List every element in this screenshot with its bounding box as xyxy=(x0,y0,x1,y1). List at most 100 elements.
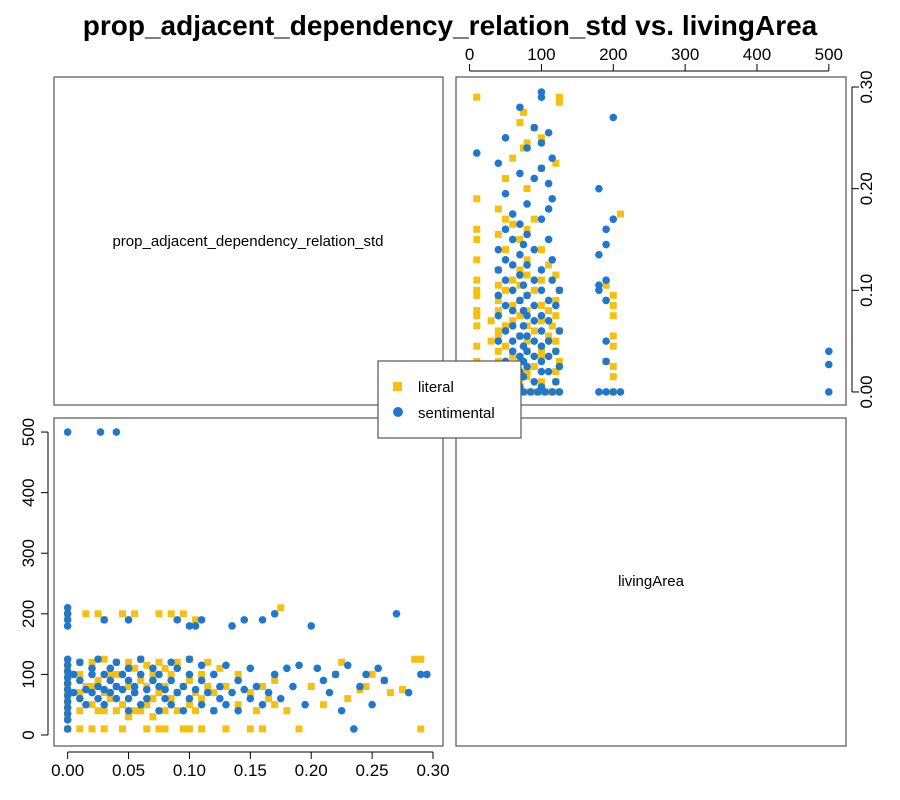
point-sentimental xyxy=(112,694,121,703)
point-sentimental xyxy=(63,703,72,712)
point-sentimental xyxy=(508,261,517,269)
point-sentimental xyxy=(501,189,510,198)
point-sentimental xyxy=(519,306,528,315)
point-literal xyxy=(295,725,303,733)
point-sentimental xyxy=(516,250,524,259)
point-sentimental xyxy=(595,388,603,396)
point-sentimental xyxy=(523,200,531,208)
point-literal xyxy=(473,286,481,294)
point-literal xyxy=(516,266,524,274)
point-sentimental xyxy=(63,716,72,724)
point-sentimental xyxy=(270,670,279,679)
point-literal xyxy=(143,661,151,669)
point-sentimental xyxy=(100,670,108,679)
point-sentimental xyxy=(501,276,510,284)
point-sentimental xyxy=(537,266,546,274)
point-literal xyxy=(143,725,151,733)
point-sentimental xyxy=(118,685,127,694)
point-sentimental xyxy=(362,670,370,679)
point-literal xyxy=(155,689,163,697)
point-literal xyxy=(487,317,495,325)
point-sentimental xyxy=(228,622,236,630)
points-top-right xyxy=(472,88,833,396)
point-sentimental xyxy=(494,159,503,168)
point-sentimental xyxy=(100,700,108,709)
point-sentimental xyxy=(337,706,346,715)
point-sentimental xyxy=(548,388,557,396)
point-sentimental xyxy=(523,261,531,269)
point-literal xyxy=(210,689,218,697)
point-sentimental xyxy=(155,706,163,715)
tick-label-bottom: 0.00 xyxy=(51,761,84,780)
point-sentimental xyxy=(258,616,267,624)
point-literal xyxy=(88,725,96,733)
point-sentimental xyxy=(501,134,510,142)
point-literal xyxy=(473,235,481,243)
point-sentimental xyxy=(124,616,133,624)
point-sentimental xyxy=(124,706,133,715)
point-literal xyxy=(265,695,273,703)
point-literal xyxy=(502,246,510,254)
point-literal xyxy=(552,312,560,320)
point-sentimental xyxy=(124,676,133,685)
panel-top-right xyxy=(455,76,847,406)
tick-label-top: 400 xyxy=(743,45,771,64)
point-sentimental xyxy=(234,706,242,715)
point-literal xyxy=(149,695,157,703)
point-sentimental xyxy=(295,661,303,670)
tick-label-left: 200 xyxy=(19,600,38,628)
point-literal xyxy=(76,689,84,697)
point-literal xyxy=(602,281,610,289)
point-literal xyxy=(552,159,560,167)
point-literal xyxy=(94,707,102,715)
point-literal xyxy=(173,707,181,715)
point-sentimental xyxy=(519,281,528,290)
point-literal xyxy=(417,725,425,733)
point-sentimental xyxy=(825,347,833,356)
point-sentimental xyxy=(130,688,139,697)
point-literal xyxy=(100,725,108,733)
point-literal xyxy=(555,357,563,365)
point-sentimental xyxy=(63,691,72,700)
point-literal xyxy=(537,317,545,325)
point-literal xyxy=(509,276,517,284)
point-sentimental xyxy=(173,664,182,673)
point-literal xyxy=(155,658,163,666)
point-literal xyxy=(76,725,84,733)
point-sentimental xyxy=(185,655,194,664)
point-literal xyxy=(192,707,200,715)
point-sentimental xyxy=(100,685,108,694)
point-sentimental xyxy=(548,256,557,264)
point-literal xyxy=(137,676,145,684)
point-literal xyxy=(552,271,560,279)
point-sentimental xyxy=(523,291,531,300)
point-literal xyxy=(530,363,538,371)
point-literal xyxy=(131,664,139,672)
point-sentimental xyxy=(136,655,145,664)
point-sentimental xyxy=(494,337,503,345)
point-literal xyxy=(545,307,553,315)
point-sentimental xyxy=(124,694,133,703)
point-sentimental xyxy=(530,352,539,361)
point-sentimental xyxy=(63,685,72,694)
point-sentimental xyxy=(494,245,503,254)
point-literal xyxy=(545,261,553,269)
point-literal xyxy=(502,174,510,182)
point-sentimental xyxy=(191,622,200,630)
point-literal xyxy=(185,676,193,684)
point-literal xyxy=(179,610,187,618)
point-sentimental xyxy=(552,301,560,310)
point-sentimental xyxy=(523,230,531,239)
point-literal xyxy=(125,683,133,691)
point-sentimental xyxy=(516,103,524,112)
point-sentimental xyxy=(76,694,84,703)
point-sentimental xyxy=(602,276,610,284)
point-sentimental xyxy=(602,337,610,345)
point-sentimental xyxy=(69,670,78,679)
point-sentimental xyxy=(112,658,121,667)
point-sentimental xyxy=(555,388,564,396)
point-literal xyxy=(494,307,502,315)
legend-label-sentimental: sentimental xyxy=(418,405,495,422)
point-literal xyxy=(555,93,563,101)
